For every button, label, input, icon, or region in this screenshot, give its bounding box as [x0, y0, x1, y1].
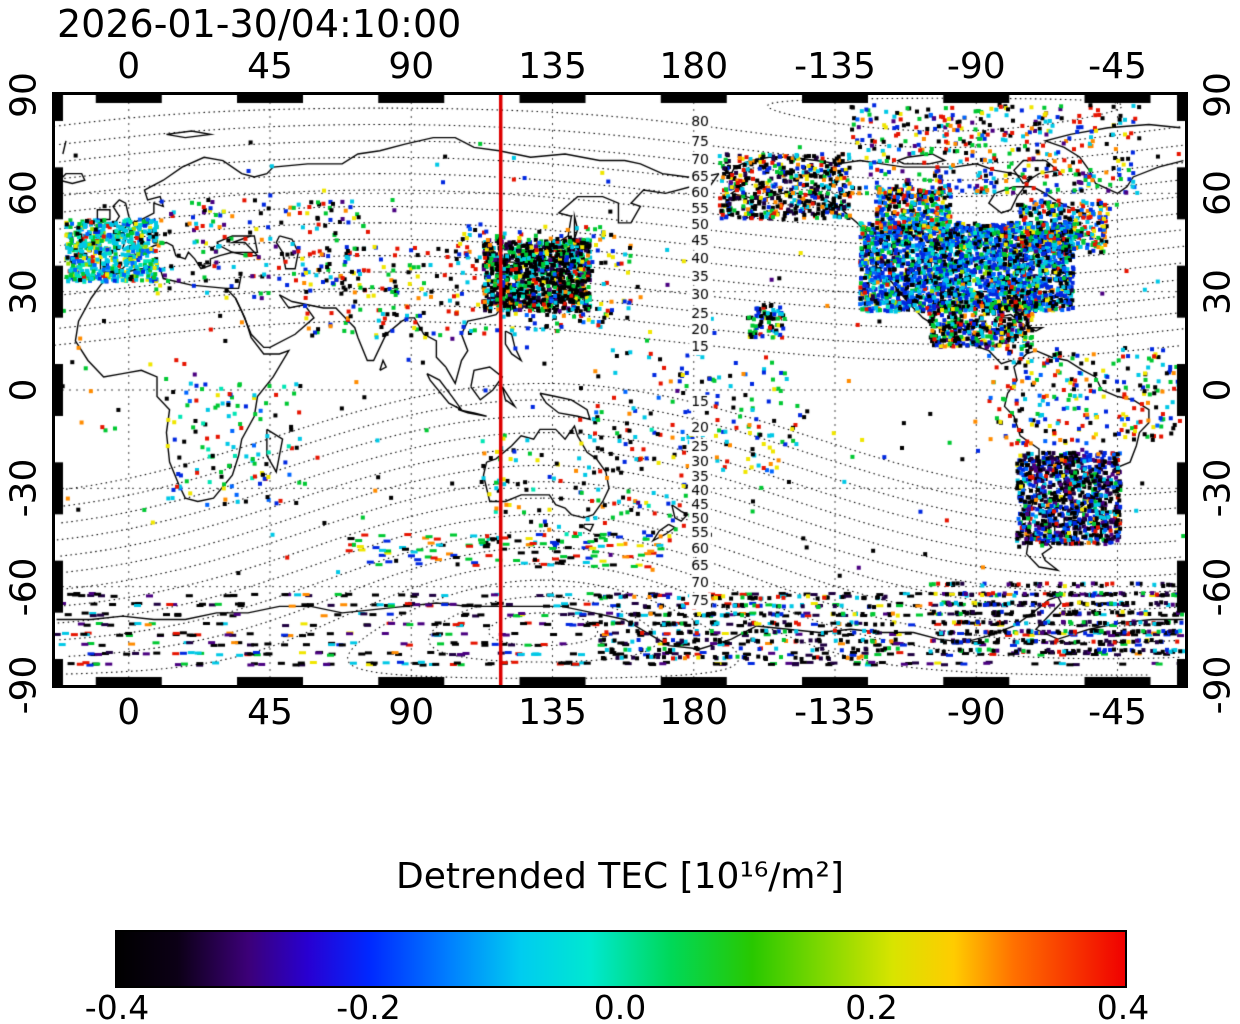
lon-tick-label-top: -45: [1088, 46, 1147, 87]
lon-tick-label-bottom: 0: [117, 692, 141, 733]
lon-tick-label-top: 180: [659, 46, 729, 87]
colorbar-tick-label: -0.4: [84, 988, 150, 1024]
lon-tick-label-bottom: 90: [388, 692, 435, 733]
lat-tick-label-right: -30: [1197, 458, 1239, 518]
lat-tick-label-left: 60: [3, 170, 45, 217]
lon-tick-label-top: 135: [518, 46, 587, 87]
colorbar-title: Detrended TEC [10¹⁶/m²]: [396, 856, 844, 897]
lon-tick-label-bottom: -135: [794, 692, 876, 733]
lon-tick-label-top: -135: [794, 46, 876, 87]
lon-tick-label-bottom: 135: [518, 692, 587, 733]
lat-tick-label-left: -30: [3, 458, 45, 518]
lat-tick-label-left: -90: [3, 655, 45, 715]
lat-tick-label-left: -60: [3, 557, 45, 617]
timestamp-title: 2026-01-30/04:10:00: [57, 2, 462, 46]
colorbar-gradient: [115, 930, 1127, 988]
colorbar-tick-label: 0.0: [593, 988, 647, 1024]
lon-tick-label-top: 90: [388, 46, 435, 87]
colorbar-tick-label: 0.2: [845, 988, 898, 1024]
colorbar-tick-label: 0.4: [1096, 988, 1150, 1024]
colorbar-tick-label: -0.2: [336, 988, 401, 1024]
lon-tick-label-top: -90: [946, 46, 1006, 87]
lat-tick-label-right: 30: [1197, 268, 1239, 315]
lat-tick-label-right: -60: [1197, 557, 1239, 617]
lat-tick-label-right: 90: [1197, 72, 1239, 118]
lat-tick-label-left: 0: [3, 378, 45, 402]
lat-tick-label-right: -90: [1197, 655, 1239, 715]
lon-tick-label-bottom: 45: [247, 692, 293, 733]
lat-tick-label-right: 60: [1197, 170, 1239, 217]
lon-tick-label-bottom: -90: [946, 692, 1006, 733]
lon-tick-label-bottom: -45: [1088, 692, 1147, 733]
lon-tick-label-bottom: 180: [659, 692, 729, 733]
lat-tick-label-left: 90: [3, 72, 45, 118]
lon-tick-label-top: 0: [117, 46, 141, 87]
lon-tick-label-top: 45: [247, 46, 293, 87]
world-map-canvas: [55, 95, 1185, 685]
lat-tick-label-right: 0: [1197, 378, 1239, 402]
map-plot-frame: [52, 92, 1188, 688]
lat-tick-label-left: 30: [3, 268, 45, 315]
